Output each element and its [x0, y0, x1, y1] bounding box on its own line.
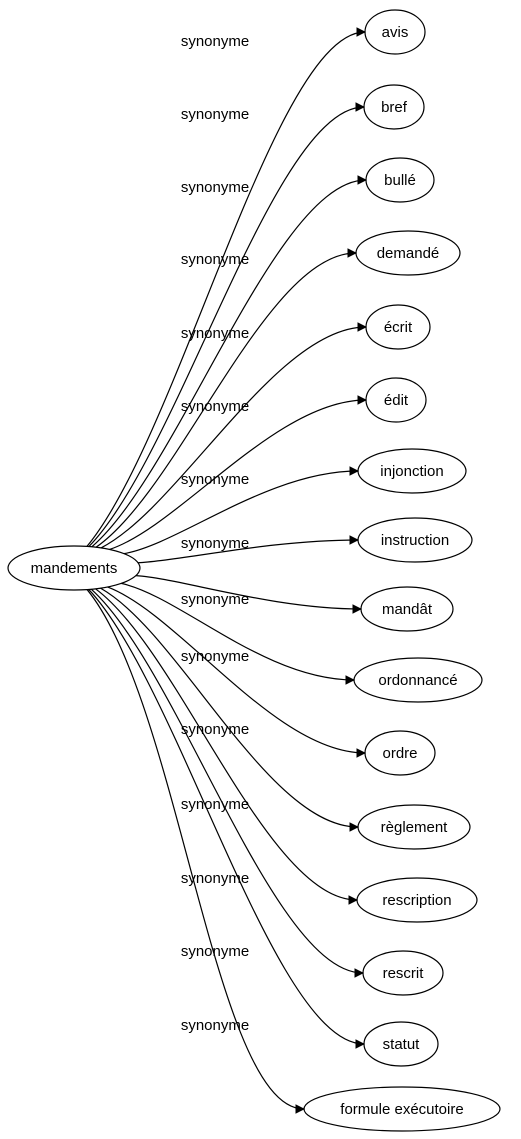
- edge-rescrit: [91, 589, 363, 973]
- svg-text:bullé: bullé: [384, 172, 416, 189]
- svg-text:avis: avis: [382, 24, 409, 41]
- edge-label-instruction: synonyme: [181, 535, 249, 552]
- node-ordre: ordre: [365, 731, 435, 775]
- edge-label-bulle: synonyme: [181, 179, 249, 196]
- svg-text:ordre: ordre: [382, 745, 417, 762]
- edge-label-mandat: synonyme: [181, 591, 249, 608]
- svg-text:écrit: écrit: [384, 319, 413, 336]
- edge-ecrit: [101, 327, 366, 548]
- svg-text:édit: édit: [384, 392, 409, 409]
- edge-label-demande: synonyme: [181, 251, 249, 268]
- node-reglement: règlement: [358, 805, 470, 849]
- svg-text:mandât: mandât: [382, 601, 433, 618]
- edge-label-avis: synonyme: [181, 33, 249, 50]
- svg-text:rescrit: rescrit: [383, 965, 425, 982]
- svg-text:injonction: injonction: [380, 463, 443, 480]
- svg-text:mandements: mandements: [31, 560, 118, 577]
- edge-label-reglement: synonyme: [181, 796, 249, 813]
- node-demande: demandé: [356, 231, 460, 275]
- node-rescription: rescription: [357, 878, 477, 922]
- node-bref: bref: [364, 85, 424, 129]
- svg-text:ordonnancé: ordonnancé: [378, 672, 457, 689]
- edge-reglement: [100, 588, 358, 827]
- edge-label-ordonnance: synonyme: [181, 648, 249, 665]
- edge-label-edit: synonyme: [181, 398, 249, 415]
- node-bulle: bullé: [366, 158, 434, 202]
- svg-text:demandé: demandé: [377, 245, 440, 262]
- node-mandat: mandât: [361, 587, 453, 631]
- node-ecrit: écrit: [366, 305, 430, 349]
- node-injonction: injonction: [358, 449, 466, 493]
- svg-text:bref: bref: [381, 99, 408, 116]
- edge-bulle: [92, 180, 366, 547]
- node-ordonnance: ordonnancé: [354, 658, 482, 702]
- edge-label-ordre: synonyme: [181, 721, 249, 738]
- edge-label-statut: synonyme: [181, 1017, 249, 1034]
- svg-text:formule exécutoire: formule exécutoire: [340, 1101, 463, 1118]
- node-root: mandements: [8, 546, 140, 590]
- node-avis: avis: [365, 10, 425, 54]
- svg-text:statut: statut: [383, 1036, 421, 1053]
- svg-text:rescription: rescription: [382, 892, 451, 909]
- node-rescrit: rescrit: [363, 951, 443, 995]
- edge-label-injonction: synonyme: [181, 471, 249, 488]
- svg-text:règlement: règlement: [381, 819, 449, 836]
- node-edit: édit: [366, 378, 426, 422]
- node-instruction: instruction: [358, 518, 472, 562]
- node-formule: formule exécutoire: [304, 1087, 500, 1131]
- edge-label-bref: synonyme: [181, 106, 249, 123]
- node-statut: statut: [364, 1022, 438, 1066]
- edge-label-ecrit: synonyme: [181, 325, 249, 342]
- svg-text:instruction: instruction: [381, 532, 449, 549]
